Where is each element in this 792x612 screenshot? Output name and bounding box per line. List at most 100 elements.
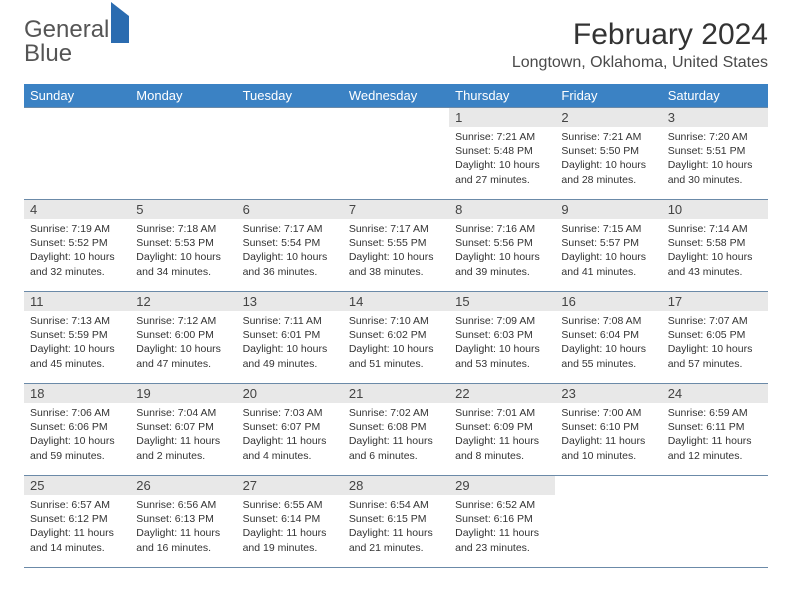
day-number: 21: [343, 384, 449, 403]
day-number: 26: [130, 476, 236, 495]
day-body: Sunrise: 7:21 AMSunset: 5:50 PMDaylight:…: [555, 127, 661, 191]
day-body: Sunrise: 7:17 AMSunset: 5:54 PMDaylight:…: [237, 219, 343, 283]
calendar-cell: 1Sunrise: 7:21 AMSunset: 5:48 PMDaylight…: [449, 108, 555, 200]
day-body: Sunrise: 7:21 AMSunset: 5:48 PMDaylight:…: [449, 127, 555, 191]
sunrise-text: Sunrise: 7:04 AM: [136, 406, 230, 420]
sunrise-text: Sunrise: 7:15 AM: [561, 222, 655, 236]
daylight-text: Daylight: 10 hours and 32 minutes.: [30, 250, 124, 278]
daylight-text: Daylight: 11 hours and 6 minutes.: [349, 434, 443, 462]
sunrise-text: Sunrise: 7:02 AM: [349, 406, 443, 420]
sunrise-text: Sunrise: 7:07 AM: [668, 314, 762, 328]
day-body: Sunrise: 6:59 AMSunset: 6:11 PMDaylight:…: [662, 403, 768, 467]
sunset-text: Sunset: 6:01 PM: [243, 328, 337, 342]
calendar-cell: [24, 108, 130, 200]
sunrise-text: Sunrise: 7:20 AM: [668, 130, 762, 144]
daylight-text: Daylight: 11 hours and 23 minutes.: [455, 526, 549, 554]
month-title: February 2024: [512, 18, 768, 52]
sunrise-text: Sunrise: 7:09 AM: [455, 314, 549, 328]
day-number: 14: [343, 292, 449, 311]
header: General Blue February 2024 Longtown, Okl…: [24, 18, 768, 72]
day-body: Sunrise: 6:56 AMSunset: 6:13 PMDaylight:…: [130, 495, 236, 559]
daylight-text: Daylight: 10 hours and 47 minutes.: [136, 342, 230, 370]
sail-icon: [111, 2, 129, 43]
daylight-text: Daylight: 10 hours and 34 minutes.: [136, 250, 230, 278]
sunset-text: Sunset: 5:51 PM: [668, 144, 762, 158]
calendar-cell: [130, 108, 236, 200]
sunrise-text: Sunrise: 7:00 AM: [561, 406, 655, 420]
weekday-header: Wednesday: [343, 84, 449, 108]
day-body: Sunrise: 6:52 AMSunset: 6:16 PMDaylight:…: [449, 495, 555, 559]
day-body: Sunrise: 7:11 AMSunset: 6:01 PMDaylight:…: [237, 311, 343, 375]
day-number: 27: [237, 476, 343, 495]
sunset-text: Sunset: 6:07 PM: [136, 420, 230, 434]
daylight-text: Daylight: 10 hours and 43 minutes.: [668, 250, 762, 278]
day-number: 28: [343, 476, 449, 495]
sunset-text: Sunset: 6:09 PM: [455, 420, 549, 434]
day-number: 11: [24, 292, 130, 311]
daylight-text: Daylight: 10 hours and 38 minutes.: [349, 250, 443, 278]
weekday-header-row: SundayMondayTuesdayWednesdayThursdayFrid…: [24, 84, 768, 108]
weekday-header: Sunday: [24, 84, 130, 108]
sunrise-text: Sunrise: 6:55 AM: [243, 498, 337, 512]
sunset-text: Sunset: 6:03 PM: [455, 328, 549, 342]
sunset-text: Sunset: 6:07 PM: [243, 420, 337, 434]
daylight-text: Daylight: 10 hours and 28 minutes.: [561, 158, 655, 186]
sunrise-text: Sunrise: 7:12 AM: [136, 314, 230, 328]
day-number: 6: [237, 200, 343, 219]
daylight-text: Daylight: 11 hours and 12 minutes.: [668, 434, 762, 462]
calendar-cell: 20Sunrise: 7:03 AMSunset: 6:07 PMDayligh…: [237, 384, 343, 476]
day-body: Sunrise: 6:57 AMSunset: 6:12 PMDaylight:…: [24, 495, 130, 559]
calendar-cell: 10Sunrise: 7:14 AMSunset: 5:58 PMDayligh…: [662, 200, 768, 292]
day-number: 16: [555, 292, 661, 311]
sunset-text: Sunset: 5:57 PM: [561, 236, 655, 250]
location: Longtown, Oklahoma, United States: [512, 54, 768, 72]
sunrise-text: Sunrise: 7:08 AM: [561, 314, 655, 328]
calendar-week: 11Sunrise: 7:13 AMSunset: 5:59 PMDayligh…: [24, 292, 768, 384]
daylight-text: Daylight: 11 hours and 8 minutes.: [455, 434, 549, 462]
calendar-cell: 3Sunrise: 7:20 AMSunset: 5:51 PMDaylight…: [662, 108, 768, 200]
day-number: 10: [662, 200, 768, 219]
day-body: Sunrise: 7:14 AMSunset: 5:58 PMDaylight:…: [662, 219, 768, 283]
weekday-header: Tuesday: [237, 84, 343, 108]
calendar-cell: 17Sunrise: 7:07 AMSunset: 6:05 PMDayligh…: [662, 292, 768, 384]
daylight-text: Daylight: 10 hours and 36 minutes.: [243, 250, 337, 278]
sunset-text: Sunset: 5:56 PM: [455, 236, 549, 250]
weekday-header: Saturday: [662, 84, 768, 108]
daylight-text: Daylight: 10 hours and 53 minutes.: [455, 342, 549, 370]
sunrise-text: Sunrise: 7:06 AM: [30, 406, 124, 420]
calendar-cell: 24Sunrise: 6:59 AMSunset: 6:11 PMDayligh…: [662, 384, 768, 476]
sunset-text: Sunset: 5:58 PM: [668, 236, 762, 250]
day-body: Sunrise: 7:16 AMSunset: 5:56 PMDaylight:…: [449, 219, 555, 283]
day-body: Sunrise: 7:10 AMSunset: 6:02 PMDaylight:…: [343, 311, 449, 375]
day-number: 25: [24, 476, 130, 495]
day-number: 20: [237, 384, 343, 403]
sunrise-text: Sunrise: 6:52 AM: [455, 498, 549, 512]
calendar-cell: [237, 108, 343, 200]
day-number: 2: [555, 108, 661, 127]
daylight-text: Daylight: 10 hours and 41 minutes.: [561, 250, 655, 278]
calendar-cell: 26Sunrise: 6:56 AMSunset: 6:13 PMDayligh…: [130, 476, 236, 568]
calendar-cell: 8Sunrise: 7:16 AMSunset: 5:56 PMDaylight…: [449, 200, 555, 292]
sunrise-text: Sunrise: 7:17 AM: [349, 222, 443, 236]
day-number: 9: [555, 200, 661, 219]
sunrise-text: Sunrise: 7:10 AM: [349, 314, 443, 328]
sunrise-text: Sunrise: 6:59 AM: [668, 406, 762, 420]
sunrise-text: Sunrise: 7:03 AM: [243, 406, 337, 420]
day-body: Sunrise: 7:17 AMSunset: 5:55 PMDaylight:…: [343, 219, 449, 283]
daylight-text: Daylight: 11 hours and 21 minutes.: [349, 526, 443, 554]
calendar-cell: 25Sunrise: 6:57 AMSunset: 6:12 PMDayligh…: [24, 476, 130, 568]
sunrise-text: Sunrise: 7:01 AM: [455, 406, 549, 420]
daylight-text: Daylight: 10 hours and 45 minutes.: [30, 342, 124, 370]
sunrise-text: Sunrise: 7:16 AM: [455, 222, 549, 236]
sunset-text: Sunset: 6:02 PM: [349, 328, 443, 342]
daylight-text: Daylight: 10 hours and 57 minutes.: [668, 342, 762, 370]
sunset-text: Sunset: 6:05 PM: [668, 328, 762, 342]
daylight-text: Daylight: 11 hours and 2 minutes.: [136, 434, 230, 462]
day-body: Sunrise: 7:19 AMSunset: 5:52 PMDaylight:…: [24, 219, 130, 283]
sunrise-text: Sunrise: 7:13 AM: [30, 314, 124, 328]
daylight-text: Daylight: 10 hours and 49 minutes.: [243, 342, 337, 370]
daylight-text: Daylight: 11 hours and 10 minutes.: [561, 434, 655, 462]
daylight-text: Daylight: 11 hours and 16 minutes.: [136, 526, 230, 554]
day-number: 1: [449, 108, 555, 127]
sunrise-text: Sunrise: 6:57 AM: [30, 498, 124, 512]
